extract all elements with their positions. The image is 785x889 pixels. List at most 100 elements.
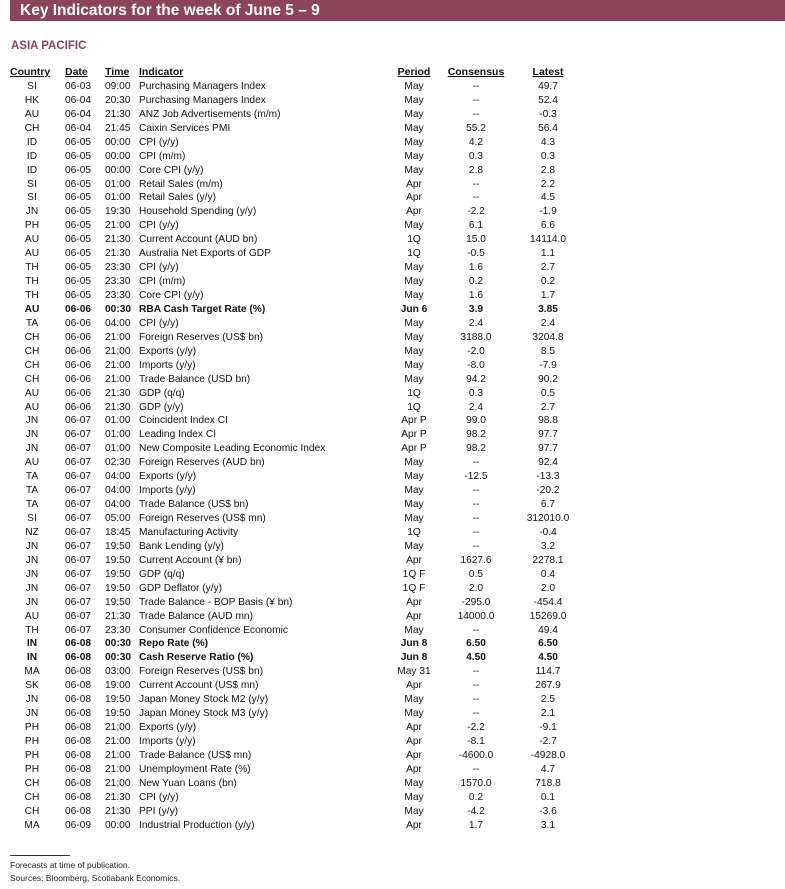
cell-period: Jun 8: [400, 638, 428, 650]
cell-latest: 52.4: [538, 94, 558, 106]
cell-country: JN: [25, 694, 39, 706]
cell-indicator: CPI (m/m): [139, 150, 186, 162]
cell-time: 04:00: [105, 485, 131, 497]
cell-latest: -1.9: [539, 206, 557, 218]
cell-latest: 97.7: [538, 443, 558, 455]
cell-country: AU: [24, 387, 40, 399]
cell-indicator: Japan Money Stock M2 (y/y): [139, 694, 269, 706]
cell-latest: 2278.1: [532, 554, 564, 566]
cell-indicator: Unemployment Rate (%): [139, 763, 251, 775]
cell-consensus: -2.0: [467, 345, 485, 357]
cell-country: SI: [27, 192, 37, 204]
cell-country: CH: [24, 373, 40, 385]
cell-consensus: -2.2: [467, 206, 485, 218]
cell-date: 06-06: [65, 345, 92, 357]
cell-date: 06-08: [65, 736, 92, 747]
col-indicator: Indicator: [139, 66, 184, 78]
cell-indicator: Purchasing Managers Index: [139, 94, 266, 106]
cell-date: 06-07: [65, 610, 92, 622]
cell-time: 04:00: [105, 471, 131, 483]
cell-country: JN: [25, 708, 39, 720]
cell-latest: 2.5: [540, 694, 556, 706]
cell-consensus: --: [472, 624, 480, 636]
cell-period: May: [404, 80, 424, 92]
cell-date: 06-05: [65, 262, 92, 274]
cell-latest: -4928.0: [530, 749, 566, 761]
cell-country: CH: [24, 122, 40, 134]
cell-consensus: --: [472, 108, 480, 120]
cell-latest: 90.2: [538, 373, 558, 385]
cell-indicator: Exports (y/y): [139, 345, 197, 357]
cell-latest: 3.2: [540, 540, 556, 552]
cell-period: May: [404, 513, 424, 524]
cell-consensus: 1.7: [468, 819, 484, 831]
cell-time: 18:45: [105, 526, 131, 538]
cell-date: 06-05: [65, 290, 92, 301]
cell-indicator: Caixin Services PMI: [139, 122, 231, 134]
cell-period: May: [404, 777, 424, 789]
section-heading: ASIA PACIFIC: [11, 40, 87, 52]
cell-consensus: 0.2: [468, 791, 484, 803]
cell-consensus: 0.2: [468, 276, 484, 288]
cell-indicator: CPI (y/y): [139, 791, 179, 803]
cell-consensus: 1570.0: [460, 777, 492, 789]
cell-indicator: Current Account (AUD bn): [139, 234, 258, 246]
cell-consensus: 15.0: [466, 234, 486, 246]
cell-date: 06-06: [65, 303, 92, 315]
cell-indicator: Manufacturing Activity: [139, 526, 239, 538]
cell-period: May: [404, 805, 424, 817]
cell-consensus: 0.3: [468, 150, 484, 162]
cell-date: 06-04: [65, 122, 92, 134]
cell-consensus: --: [472, 94, 480, 106]
cell-indicator: Current Account (US$ mn): [139, 680, 259, 692]
cell-country: TA: [25, 471, 39, 483]
cell-country: AU: [24, 234, 40, 246]
cell-period: 1Q: [407, 526, 421, 538]
cell-consensus: --: [472, 526, 480, 538]
cell-date: 06-06: [65, 359, 92, 371]
cell-country: CH: [24, 791, 40, 803]
cell-date: 06-05: [65, 276, 92, 288]
cell-indicator: CPI (y/y): [139, 262, 179, 274]
cell-date: 06-08: [65, 749, 92, 761]
cell-period: May: [404, 471, 424, 483]
cell-indicator: Foreign Reserves (AUD bn): [139, 457, 265, 469]
cell-consensus: 0.5: [468, 568, 484, 580]
cell-time: 05:00: [105, 513, 131, 524]
cell-time: 21:30: [105, 805, 131, 817]
cell-latest: -2.7: [539, 736, 557, 747]
cell-time: 21:30: [105, 234, 131, 246]
cell-country: AU: [24, 610, 40, 622]
cell-consensus: 1.6: [468, 290, 484, 301]
cell-latest: -20.2: [536, 485, 560, 497]
cell-period: Jun 6: [400, 303, 428, 315]
cell-consensus: --: [472, 499, 480, 511]
cell-consensus: 2.4: [468, 401, 484, 413]
cell-indicator: CPI (m/m): [139, 276, 186, 288]
cell-indicator: Retail Sales (m/m): [139, 178, 223, 190]
cell-country: CH: [24, 805, 40, 817]
cell-indicator: Trade Balance (AUD mn): [139, 610, 253, 622]
cell-latest: 4.7: [540, 763, 556, 775]
cell-consensus: 6.1: [468, 220, 484, 232]
cell-latest: 4.3: [540, 136, 556, 148]
cell-latest: 114.7: [535, 666, 561, 678]
cell-indicator: Core CPI (y/y): [139, 290, 204, 301]
cell-latest: 6.50: [538, 638, 558, 650]
cell-latest: -9.1: [539, 722, 557, 734]
cell-date: 06-05: [65, 206, 92, 218]
cell-date: 06-08: [65, 708, 92, 720]
cell-date: 06-09: [65, 819, 92, 831]
cell-period: Apr: [406, 819, 422, 831]
cell-indicator: Repo Rate (%): [139, 638, 209, 650]
cell-country: JN: [25, 554, 39, 566]
cell-latest: 2.7: [540, 401, 556, 413]
cell-indicator: Exports (y/y): [139, 471, 197, 483]
cell-indicator: Japan Money Stock M3 (y/y): [139, 708, 269, 720]
cell-time: 19:50: [105, 596, 131, 608]
cell-time: 21:30: [105, 401, 131, 413]
cell-latest: 15269.0: [529, 610, 567, 622]
cell-period: Apr P: [401, 429, 427, 441]
cell-period: May: [404, 136, 424, 148]
cell-indicator: GDP (y/y): [139, 401, 184, 413]
